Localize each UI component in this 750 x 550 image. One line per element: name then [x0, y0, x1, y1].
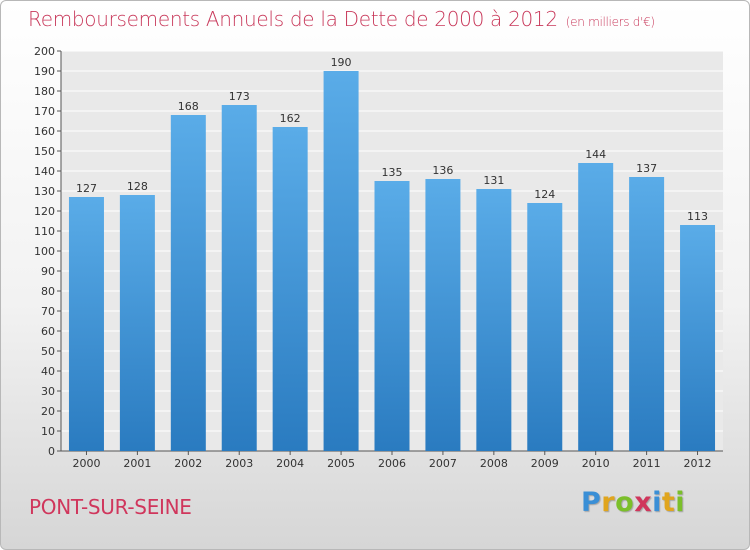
- y-tick-label: 10: [41, 425, 55, 438]
- city-name: PONT-SUR-SEINE: [29, 495, 192, 519]
- bar: [425, 179, 461, 451]
- x-tick-label: 2009: [531, 457, 559, 470]
- bar-value-label: 135: [382, 166, 403, 179]
- bar: [323, 71, 359, 451]
- x-tick-label: 2008: [480, 457, 508, 470]
- bar-value-label: 137: [636, 162, 657, 175]
- y-tick-label: 170: [34, 105, 55, 118]
- x-tick-label: 2006: [378, 457, 406, 470]
- bar: [170, 115, 206, 451]
- bar-value-label: 131: [483, 174, 504, 187]
- y-tick-label: 140: [34, 165, 55, 178]
- y-tick-label: 80: [41, 285, 55, 298]
- logo-letter: P: [581, 487, 602, 518]
- y-tick-label: 110: [34, 225, 55, 238]
- y-tick-label: 190: [34, 65, 55, 78]
- bar: [221, 105, 257, 451]
- bar: [68, 197, 104, 451]
- y-tick-label: 30: [41, 385, 55, 398]
- x-tick-label: 2005: [327, 457, 355, 470]
- logo-letter: t: [661, 487, 676, 518]
- y-tick-label: 180: [34, 85, 55, 98]
- x-tick-label: 2001: [123, 457, 151, 470]
- bar: [272, 127, 308, 451]
- chart-title: Remboursements Annuels de la Dette de 20…: [28, 7, 655, 31]
- bar: [374, 181, 410, 451]
- chart-title-unit: (en milliers d'€): [565, 15, 655, 29]
- bar: [527, 203, 563, 451]
- logo-letter: x: [634, 487, 653, 518]
- bar-value-label: 136: [432, 164, 453, 177]
- bar: [119, 195, 155, 451]
- y-tick-label: 60: [41, 325, 55, 338]
- y-tick-label: 20: [41, 405, 55, 418]
- y-tick-label: 90: [41, 265, 55, 278]
- bar: [476, 189, 512, 451]
- logo-letter: i: [652, 487, 662, 518]
- bar-value-label: 144: [585, 148, 606, 161]
- bar: [578, 163, 614, 451]
- y-tick-label: 150: [34, 145, 55, 158]
- bar-value-label: 113: [687, 210, 708, 223]
- y-tick-label: 70: [41, 305, 55, 318]
- bar-value-label: 190: [331, 56, 352, 69]
- y-tick-label: 120: [34, 205, 55, 218]
- bar: [629, 177, 665, 451]
- x-tick-label: 2004: [276, 457, 304, 470]
- y-tick-label: 0: [48, 445, 55, 458]
- y-tick-label: 100: [34, 245, 55, 258]
- logo-letter: i: [675, 487, 686, 518]
- proxiti-logo: Proxiti: [581, 487, 685, 518]
- logo-letter: r: [601, 487, 616, 518]
- y-tick-label: 130: [34, 185, 55, 198]
- bar-value-label: 168: [178, 100, 199, 113]
- x-tick-label: 2003: [225, 457, 253, 470]
- x-tick-label: 2011: [633, 457, 661, 470]
- x-tick-label: 2010: [582, 457, 610, 470]
- logo-letter: o: [615, 487, 635, 518]
- chart-title-main: Remboursements Annuels de la Dette de 20…: [28, 7, 558, 31]
- bar-value-label: 128: [127, 180, 148, 193]
- x-tick-label: 2002: [174, 457, 202, 470]
- bar-value-label: 162: [280, 112, 301, 125]
- y-tick-label: 200: [34, 45, 55, 58]
- y-tick-label: 50: [41, 345, 55, 358]
- bar-value-label: 173: [229, 90, 250, 103]
- x-tick-label: 2012: [684, 457, 712, 470]
- bar: [680, 225, 716, 451]
- bar-value-label: 124: [534, 188, 555, 201]
- y-tick-label: 160: [34, 125, 55, 138]
- y-tick-label: 40: [41, 365, 55, 378]
- bar-value-label: 127: [76, 182, 97, 195]
- x-tick-label: 2000: [72, 457, 100, 470]
- x-tick-label: 2007: [429, 457, 457, 470]
